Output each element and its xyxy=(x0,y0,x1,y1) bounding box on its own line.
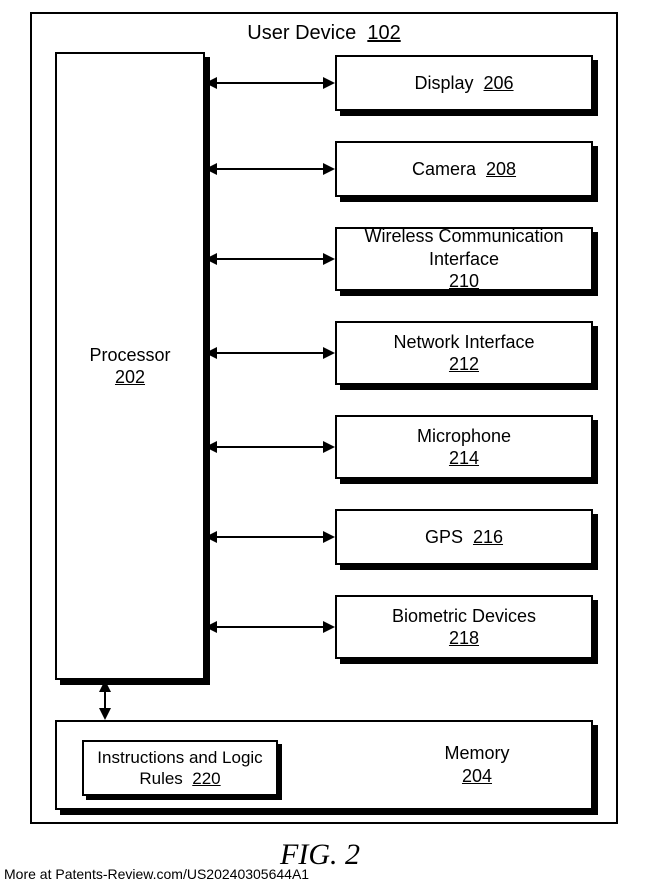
component-label-text: GPS xyxy=(425,527,463,547)
component-block: Display 206 xyxy=(335,55,593,111)
instructions-label-text: Instructions and Logic Rules xyxy=(97,748,262,788)
component-label-text: Network Interface xyxy=(393,332,534,352)
memory-block: Instructions and Logic Rules 220 Memory … xyxy=(55,720,593,810)
memory-label-text: Memory xyxy=(444,743,509,763)
device-title-ref: 102 xyxy=(367,22,400,44)
component-label: Biometric Devices218 xyxy=(392,605,536,650)
arrow-head-icon xyxy=(323,531,335,543)
component-block: Network Interface212 xyxy=(335,321,593,385)
component-ref: 210 xyxy=(449,271,479,291)
component-block: Biometric Devices218 xyxy=(335,595,593,659)
connector-line xyxy=(215,168,325,170)
arrow-head-icon xyxy=(205,77,217,89)
processor-label-text: Processor xyxy=(89,345,170,365)
arrow-head-icon xyxy=(99,708,111,720)
instructions-block: Instructions and Logic Rules 220 xyxy=(82,740,278,796)
connector-line xyxy=(215,258,325,260)
component-label: Wireless Communication Interface210 xyxy=(337,225,591,293)
component-block: GPS 216 xyxy=(335,509,593,565)
component-label-text: Display xyxy=(414,73,473,93)
arrow-head-icon xyxy=(323,347,335,359)
footer-text: More at Patents-Review.com/US20240305644… xyxy=(4,866,309,882)
arrow-head-icon xyxy=(323,253,335,265)
processor-label: Processor 202 xyxy=(89,344,170,389)
processor-ref: 202 xyxy=(115,367,145,387)
diagram-canvas: User Device 102 Processor 202 Display 20… xyxy=(0,0,648,888)
connector-line xyxy=(104,690,106,710)
arrow-head-icon xyxy=(323,621,335,633)
component-ref: 212 xyxy=(449,354,479,374)
memory-label: Memory 204 xyxy=(387,742,567,787)
component-label-text: Wireless Communication Interface xyxy=(364,226,563,269)
component-ref: 218 xyxy=(449,628,479,648)
connector-line xyxy=(215,446,325,448)
instructions-label: Instructions and Logic Rules 220 xyxy=(84,747,276,790)
component-ref: 216 xyxy=(473,527,503,547)
component-ref: 214 xyxy=(449,448,479,468)
connector-line xyxy=(215,82,325,84)
component-ref: 208 xyxy=(486,159,516,179)
connector-line xyxy=(215,536,325,538)
connector-line xyxy=(215,626,325,628)
component-ref: 206 xyxy=(484,73,514,93)
instructions-ref: 220 xyxy=(192,769,220,788)
component-label: Network Interface212 xyxy=(393,331,534,376)
memory-ref: 204 xyxy=(462,766,492,786)
arrow-head-icon xyxy=(205,163,217,175)
arrow-head-icon xyxy=(205,621,217,633)
processor-block: Processor 202 xyxy=(55,52,205,680)
component-label: Display 206 xyxy=(414,72,513,95)
device-title: User Device 102 xyxy=(0,22,648,45)
arrow-head-icon xyxy=(205,441,217,453)
arrow-head-icon xyxy=(205,253,217,265)
component-label: Microphone214 xyxy=(417,425,511,470)
component-block: Microphone214 xyxy=(335,415,593,479)
arrow-head-icon xyxy=(205,347,217,359)
connector-line xyxy=(215,352,325,354)
arrow-head-icon xyxy=(323,77,335,89)
arrow-head-icon xyxy=(323,441,335,453)
arrow-head-icon xyxy=(323,163,335,175)
component-label: GPS 216 xyxy=(425,526,503,549)
component-label-text: Microphone xyxy=(417,426,511,446)
arrow-head-icon xyxy=(99,680,111,692)
device-title-text: User Device xyxy=(247,22,356,44)
arrow-head-icon xyxy=(205,531,217,543)
component-label: Camera 208 xyxy=(412,158,516,181)
component-block: Camera 208 xyxy=(335,141,593,197)
component-block: Wireless Communication Interface210 xyxy=(335,227,593,291)
component-label-text: Camera xyxy=(412,159,476,179)
component-label-text: Biometric Devices xyxy=(392,606,536,626)
